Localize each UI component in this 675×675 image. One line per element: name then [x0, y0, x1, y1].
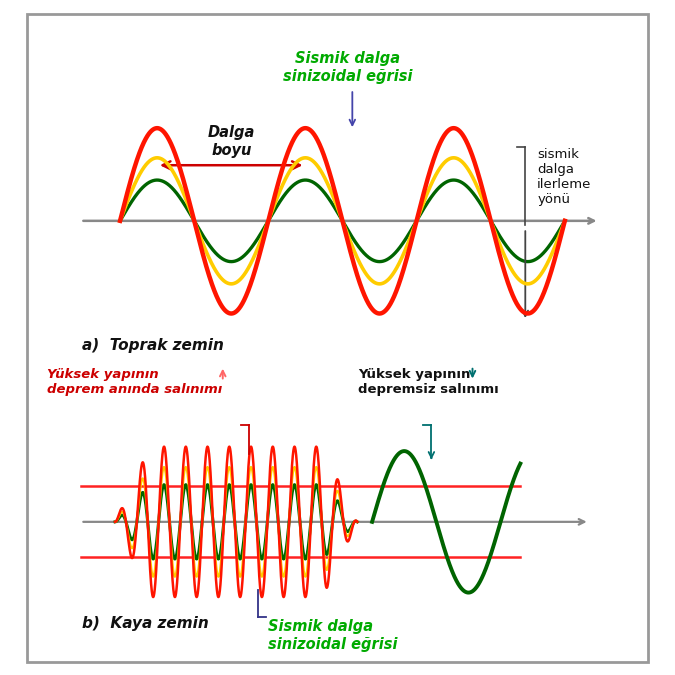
Text: Dalga
boyu: Dalga boyu	[207, 126, 255, 158]
Text: a)  Toprak zemin: a) Toprak zemin	[82, 338, 224, 354]
FancyBboxPatch shape	[27, 14, 648, 662]
Text: Sismik dalga
sinizoidal eğrisi: Sismik dalga sinizoidal eğrisi	[268, 619, 398, 651]
Text: Sismik dalga
sinizoidal eğrisi: Sismik dalga sinizoidal eğrisi	[283, 51, 412, 84]
Text: Yüksek yapının
deprem anında salınımı: Yüksek yapının deprem anında salınımı	[47, 368, 223, 396]
Text: sismik
dalga
ilerleme
yönü: sismik dalga ilerleme yönü	[537, 148, 591, 206]
Text: Yüksek yapının
depremsiz salınımı: Yüksek yapının depremsiz salınımı	[358, 368, 499, 396]
Text: b)  Kaya zemin: b) Kaya zemin	[82, 616, 209, 631]
